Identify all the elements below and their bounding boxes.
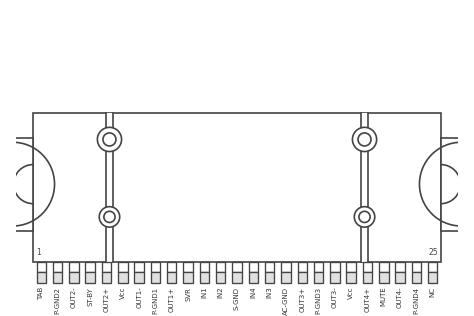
Bar — [167, 272, 176, 283]
Circle shape — [99, 207, 120, 227]
Polygon shape — [150, 164, 202, 218]
Text: P-GND4: P-GND4 — [413, 287, 419, 314]
Text: OUT2+: OUT2+ — [103, 287, 109, 312]
Circle shape — [103, 133, 116, 146]
Circle shape — [354, 207, 375, 227]
Bar — [330, 262, 339, 272]
Text: OUT4-: OUT4- — [397, 287, 403, 308]
Bar — [151, 262, 160, 272]
Bar — [200, 262, 209, 272]
Bar — [298, 262, 307, 272]
Bar — [265, 272, 274, 283]
Bar — [441, 137, 461, 231]
Bar — [281, 262, 291, 272]
Bar — [232, 272, 242, 283]
Circle shape — [97, 127, 121, 152]
Text: Vcc: Vcc — [348, 287, 354, 299]
Text: Vcc: Vcc — [120, 287, 126, 299]
Bar — [102, 272, 111, 283]
Bar — [151, 272, 160, 283]
Bar — [232, 262, 242, 272]
Bar — [85, 272, 95, 283]
Bar — [216, 262, 226, 272]
Text: OUT1-: OUT1- — [136, 287, 142, 308]
Text: ST-BY: ST-BY — [87, 287, 93, 306]
Text: IN3: IN3 — [266, 287, 273, 299]
Text: P-GND2: P-GND2 — [55, 287, 61, 314]
Bar — [395, 272, 405, 283]
Bar — [102, 262, 111, 272]
Bar — [395, 262, 405, 272]
Bar — [85, 262, 95, 272]
Text: OUT1+: OUT1+ — [169, 287, 175, 312]
Bar — [361, 112, 368, 262]
Text: 1: 1 — [36, 248, 41, 257]
Bar — [314, 272, 323, 283]
Text: TAB: TAB — [38, 287, 44, 300]
Bar — [379, 262, 389, 272]
Bar — [298, 272, 307, 283]
Bar — [33, 112, 441, 262]
Text: SVR: SVR — [185, 287, 191, 301]
Bar — [363, 262, 372, 272]
Text: S-GND: S-GND — [234, 287, 240, 310]
Bar — [314, 262, 323, 272]
Bar — [14, 139, 32, 229]
Bar — [412, 272, 421, 283]
Text: 25: 25 — [428, 248, 438, 257]
Bar — [167, 262, 176, 272]
Bar — [428, 272, 438, 283]
Bar — [248, 262, 258, 272]
Text: OUT3-: OUT3- — [332, 287, 338, 308]
Bar — [412, 262, 421, 272]
Bar — [53, 262, 62, 272]
Bar — [183, 262, 193, 272]
Bar — [118, 272, 128, 283]
Text: P-GND1: P-GND1 — [153, 287, 158, 314]
Text: IN1: IN1 — [201, 287, 208, 299]
Bar — [216, 272, 226, 283]
Bar — [330, 272, 339, 283]
Bar — [118, 262, 128, 272]
Text: IN4: IN4 — [250, 287, 256, 298]
Circle shape — [359, 211, 370, 222]
Text: AC-GND: AC-GND — [283, 287, 289, 315]
Bar — [36, 262, 46, 272]
Text: NC: NC — [430, 287, 436, 297]
Text: OUT2-: OUT2- — [71, 287, 77, 308]
Bar — [53, 272, 62, 283]
Bar — [36, 272, 46, 283]
Bar — [281, 272, 291, 283]
Circle shape — [104, 211, 115, 222]
Circle shape — [353, 127, 377, 152]
Text: OUT3+: OUT3+ — [299, 287, 305, 312]
Bar — [346, 272, 356, 283]
Text: AVAQ: AVAQ — [225, 166, 351, 208]
Bar — [200, 272, 209, 283]
Text: IN2: IN2 — [218, 287, 224, 298]
Bar — [248, 272, 258, 283]
Text: P-GND3: P-GND3 — [316, 287, 321, 314]
Bar — [265, 262, 274, 272]
Bar — [106, 112, 113, 262]
Bar — [135, 272, 144, 283]
Bar — [69, 272, 79, 283]
Bar — [379, 272, 389, 283]
Bar — [346, 262, 356, 272]
Bar — [69, 262, 79, 272]
Bar — [363, 272, 372, 283]
Bar — [442, 139, 460, 229]
Text: MUTE: MUTE — [381, 287, 387, 307]
Bar — [13, 137, 33, 231]
Bar — [428, 262, 438, 272]
Bar — [135, 262, 144, 272]
Bar — [183, 272, 193, 283]
Text: OUT4+: OUT4+ — [365, 287, 371, 312]
Circle shape — [358, 133, 371, 146]
